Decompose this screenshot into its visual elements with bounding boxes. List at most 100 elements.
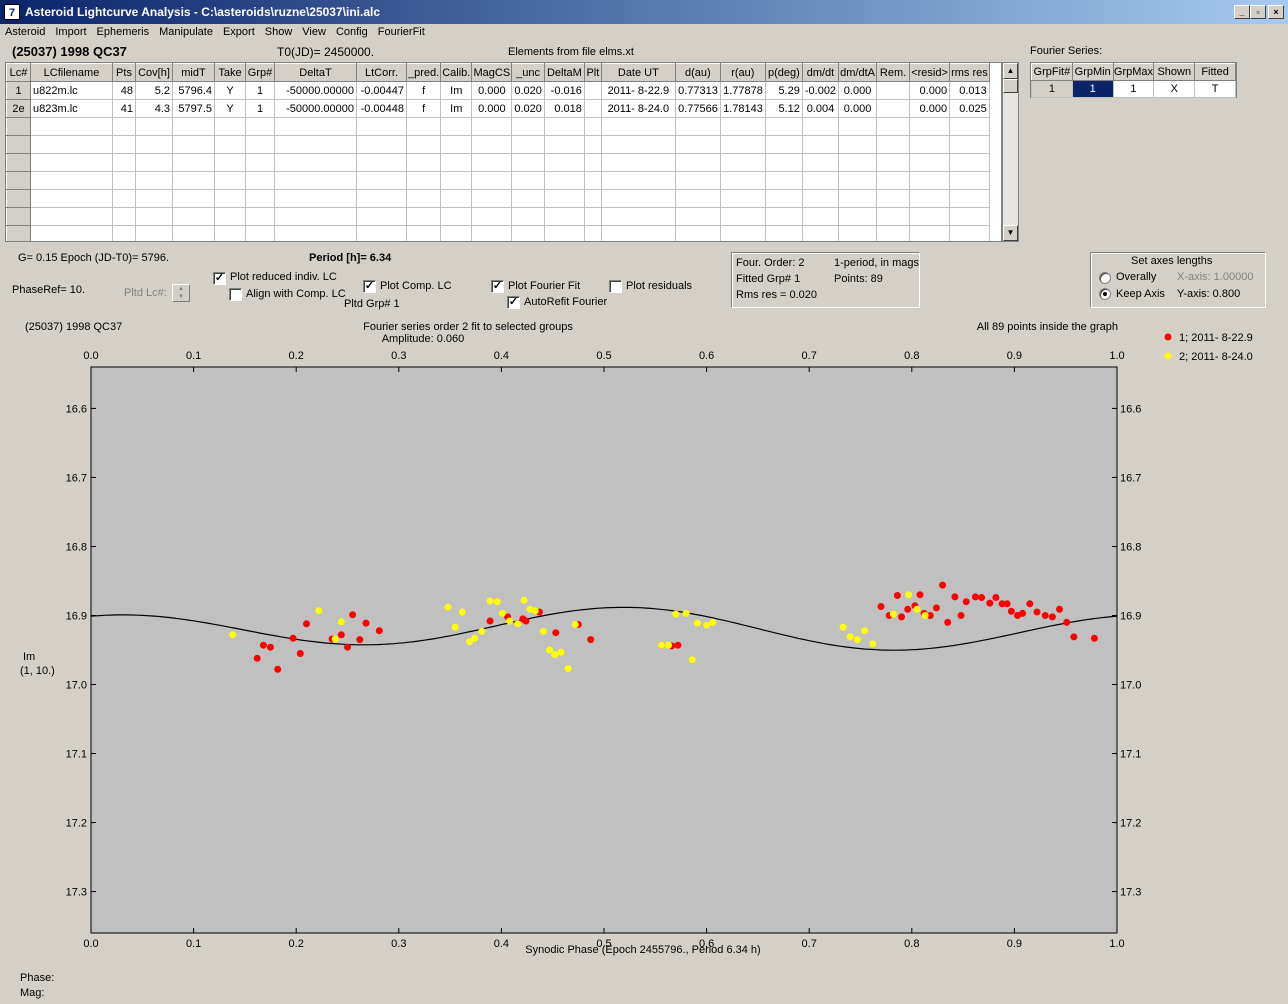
table-row[interactable] <box>6 117 990 136</box>
grid-cell[interactable]: 2011- 8-24.0 <box>600 99 676 118</box>
grid-cell[interactable] <box>876 135 911 154</box>
grid-cell[interactable] <box>583 81 602 100</box>
grid-col-header[interactable]: _pred. <box>405 63 442 82</box>
grid-cell[interactable]: 0.018 <box>543 99 585 118</box>
align-comp-checkbox[interactable] <box>229 288 242 301</box>
grid-cell[interactable] <box>838 171 878 190</box>
grid-cell[interactable]: 0.020 <box>511 81 545 100</box>
row-header[interactable]: 2e <box>6 99 31 118</box>
menu-fourierfit[interactable]: FourierFit <box>377 26 425 38</box>
grid-col-header[interactable]: dm/dt <box>801 63 840 82</box>
grid-cell[interactable] <box>274 207 357 226</box>
grid-cell[interactable] <box>876 81 911 100</box>
grid-cell[interactable] <box>511 171 545 190</box>
grid-cell[interactable] <box>112 117 136 136</box>
grid-cell[interactable] <box>440 225 473 241</box>
grid-cell[interactable] <box>356 171 407 190</box>
grid-cell[interactable] <box>583 225 602 241</box>
grid-cell[interactable] <box>949 171 990 190</box>
grid-cell[interactable]: Y <box>214 81 246 100</box>
grid-cell[interactable] <box>30 117 113 136</box>
grid-col-header[interactable]: _unc <box>511 63 545 82</box>
menu-manipulate[interactable]: Manipulate <box>159 26 213 38</box>
grid-scrollbar[interactable]: ▲ ▼ <box>1002 62 1019 242</box>
grid-col-header[interactable]: d(au) <box>674 63 721 82</box>
grid-cell[interactable] <box>511 225 545 241</box>
grid-cell[interactable] <box>30 171 113 190</box>
grid-cell[interactable] <box>440 153 473 172</box>
grid-cell[interactable] <box>511 135 545 154</box>
close-button[interactable]: × <box>1268 5 1284 19</box>
grid-cell[interactable] <box>172 189 215 208</box>
grid-col-header[interactable]: Cov[h] <box>135 63 173 82</box>
grid-cell[interactable] <box>600 153 676 172</box>
grid-cell[interactable]: 0.000 <box>471 81 513 100</box>
grid-cell[interactable] <box>543 153 585 172</box>
grid-cell[interactable] <box>135 117 173 136</box>
grid-cell[interactable] <box>356 135 407 154</box>
grid-cell[interactable]: 0.000 <box>909 81 951 100</box>
row-header[interactable] <box>6 207 31 226</box>
grid-cell[interactable] <box>274 153 357 172</box>
grid-cell[interactable]: 0.000 <box>471 99 513 118</box>
grid-cell[interactable] <box>838 207 878 226</box>
row-header[interactable] <box>6 171 31 190</box>
menu-import[interactable]: Import <box>55 26 87 38</box>
grid-cell[interactable] <box>949 153 990 172</box>
keep-axis-radio[interactable] <box>1099 288 1111 300</box>
grid-cell[interactable]: f <box>405 81 442 100</box>
row-header[interactable] <box>6 153 31 172</box>
grid-cell[interactable] <box>719 153 766 172</box>
grid-col-header[interactable]: LtCorr. <box>356 63 407 82</box>
grid-cell[interactable]: 5797.5 <box>172 99 215 118</box>
grid-cell[interactable] <box>838 117 878 136</box>
grid-cell[interactable] <box>214 225 246 241</box>
row-header[interactable] <box>6 117 31 136</box>
grid-cell[interactable] <box>764 225 803 241</box>
fourier-cell[interactable]: X <box>1153 80 1196 98</box>
grid-cell[interactable]: 0.020 <box>511 99 545 118</box>
grid-cell[interactable]: 0.000 <box>838 81 878 100</box>
grid-cell[interactable] <box>356 189 407 208</box>
menu-show[interactable]: Show <box>264 26 293 38</box>
fourier-cell[interactable]: 1 <box>1112 80 1155 98</box>
table-row[interactable] <box>6 153 990 172</box>
grid-col-header[interactable]: Pts <box>112 63 136 82</box>
grid-cell[interactable]: 2011- 8-22.9 <box>600 81 676 100</box>
grid-col-header[interactable]: midT <box>172 63 215 82</box>
plot-fourier-checkbox[interactable]: ✓ <box>491 280 504 293</box>
grid-cell[interactable] <box>112 171 136 190</box>
grid-cell[interactable]: -0.00447 <box>356 81 407 100</box>
grid-cell[interactable]: Im <box>440 81 473 100</box>
grid-cell[interactable] <box>909 189 951 208</box>
grid-cell[interactable] <box>719 171 766 190</box>
grid-cell[interactable] <box>356 225 407 241</box>
grid-cell[interactable] <box>838 225 878 241</box>
grid-cell[interactable] <box>543 117 585 136</box>
grid-cell[interactable]: 0.000 <box>909 99 951 118</box>
lightcurve-plot[interactable]: 0.0 0.0 0.1 0.1 0.2 0.2 0.3 0.3 0.4 0.4 0.5 0.5 0.6 0… <box>18 315 1280 965</box>
grid-col-header[interactable]: Rem. <box>876 63 911 82</box>
grid-cell[interactable] <box>949 135 990 154</box>
grid-cell[interactable]: 1 <box>245 99 275 118</box>
grid-cell[interactable] <box>245 135 275 154</box>
grid-cell[interactable] <box>543 171 585 190</box>
table-row[interactable]: 1 u822m.lc 48 5.2 5796.4 Y 1 -50000.00000 -0.004… <box>6 81 990 100</box>
autorefit-checkbox[interactable]: ✓ <box>507 296 520 309</box>
grid-cell[interactable] <box>949 117 990 136</box>
grid-cell[interactable] <box>274 117 357 136</box>
grid-cell[interactable] <box>440 189 473 208</box>
grid-cell[interactable] <box>112 225 136 241</box>
grid-cell[interactable] <box>405 135 442 154</box>
table-row[interactable] <box>6 225 990 241</box>
grid-cell[interactable]: 5.12 <box>764 99 803 118</box>
grid-cell[interactable]: 41 <box>112 99 136 118</box>
grid-cell[interactable] <box>583 207 602 226</box>
grid-cell[interactable] <box>172 135 215 154</box>
grid-cell[interactable] <box>838 189 878 208</box>
grid-cell[interactable] <box>245 171 275 190</box>
grid-cell[interactable] <box>674 189 721 208</box>
grid-cell[interactable]: -0.016 <box>543 81 585 100</box>
grid-cell[interactable] <box>719 189 766 208</box>
grid-cell[interactable]: -50000.00000 <box>274 81 357 100</box>
